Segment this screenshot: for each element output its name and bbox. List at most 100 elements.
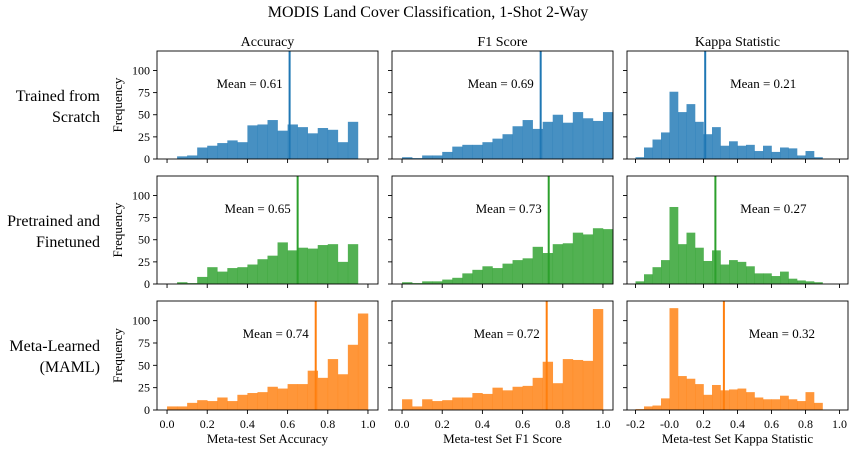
histogram-bar: [422, 399, 433, 410]
histogram-bar: [237, 142, 248, 159]
histogram-bar: [402, 399, 413, 410]
histogram-bar: [197, 147, 208, 159]
histogram-bar: [297, 127, 308, 159]
histogram-bar: [805, 151, 815, 159]
x-tick-label: 0.4: [730, 417, 745, 431]
histogram-bar: [771, 151, 781, 159]
y-tick-label: 25: [138, 255, 150, 269]
histogram-bar: [337, 261, 349, 284]
row-label-line: (MAML): [39, 359, 100, 376]
histogram-bar: [652, 139, 662, 159]
histogram-bar: [746, 144, 755, 159]
histogram-bar: [729, 389, 738, 410]
x-tick-label: 1.0: [360, 417, 375, 431]
histogram-bar: [402, 157, 413, 159]
mean-label: Mean = 0.73: [476, 201, 542, 216]
histogram-bar: [452, 146, 463, 159]
x-tick-label: 0.6: [764, 417, 779, 431]
histogram-bar: [814, 282, 823, 284]
histogram-bar: [572, 232, 584, 284]
histogram-bar: [327, 359, 339, 410]
histogram-bar: [678, 376, 687, 410]
histogram-bar: [703, 260, 713, 284]
histogram-bar: [442, 279, 453, 284]
histogram-bar: [422, 155, 433, 159]
histogram-bar: [522, 258, 533, 284]
histogram-bar: [644, 274, 653, 284]
x-tick-label: 0.8: [320, 417, 335, 431]
y-tick-label: 75: [138, 336, 150, 350]
histogram-bar: [712, 127, 721, 159]
row-label-line: Pretrained and: [7, 213, 100, 230]
histogram-bar: [805, 281, 815, 284]
axes-frame: [156, 300, 379, 411]
histogram-bar: [472, 269, 483, 284]
histogram-bar: [582, 360, 594, 410]
histogram-bar: [771, 399, 781, 410]
y-tick-label: 100: [132, 188, 150, 202]
histogram-bar: [502, 134, 513, 159]
histogram-bar: [347, 344, 359, 410]
histogram-bar: [187, 155, 198, 159]
histogram-bar: [780, 395, 789, 410]
histogram-bar: [462, 273, 473, 284]
mean-label: Mean = 0.69: [468, 76, 534, 91]
histogram-bar: [277, 388, 288, 410]
y-tick-label: 0: [144, 152, 150, 166]
histogram-bar: [217, 397, 228, 410]
x-tick-label: 0.4: [240, 417, 255, 431]
histogram-bar: [754, 273, 764, 284]
histogram-bar: [462, 144, 473, 159]
histogram-bar: [442, 400, 453, 410]
axes-frame: [156, 50, 379, 160]
histogram-bar: [432, 155, 443, 159]
row-label-scratch: Trained from Scratch: [16, 86, 100, 128]
y-tick-label: 50: [138, 358, 150, 372]
y-tick-label: 50: [138, 233, 150, 247]
histogram-bar: [686, 232, 696, 284]
histogram-bar: [167, 406, 178, 410]
histogram-bar: [482, 142, 493, 159]
histogram-bar: [317, 377, 329, 410]
histogram-bar: [297, 247, 308, 284]
histogram-bar: [512, 386, 523, 410]
histogram-bar: [227, 401, 238, 410]
histogram-bar: [635, 281, 645, 284]
mean-label: Mean = 0.32: [749, 326, 815, 341]
y-tick-label: 25: [138, 381, 150, 395]
y-axis-label: Frequency: [110, 328, 125, 383]
histogram-bar: [277, 242, 288, 284]
histogram-bar: [347, 121, 359, 159]
histogram-bar: [797, 401, 806, 410]
histogram-bar: [562, 243, 574, 284]
histogram-bar: [814, 402, 823, 410]
histogram-bar: [227, 268, 238, 284]
histogram-bar: [582, 234, 594, 284]
y-tick-label: 0: [144, 277, 150, 291]
histogram-bar: [695, 384, 704, 410]
histogram-bar: [797, 155, 806, 159]
histogram-bar: [472, 144, 483, 159]
histogram-bar: [472, 393, 483, 410]
column-title: Kappa Statistic: [695, 35, 780, 50]
x-tick-label: 0.2: [200, 417, 215, 431]
column-title: Accuracy: [241, 35, 295, 50]
histogram-bar: [644, 406, 653, 410]
histogram-bar: [357, 313, 369, 410]
x-tick-label: 0.2: [435, 417, 450, 431]
histogram-bar: [492, 268, 503, 284]
histogram-bar: [720, 145, 730, 159]
histogram-bar: [307, 370, 319, 410]
histogram-bar: [512, 260, 523, 284]
x-tick-label: 1.0: [832, 417, 847, 431]
histogram-bar: [287, 124, 298, 159]
y-tick-label: 50: [138, 108, 150, 122]
histogram-bar: [754, 151, 764, 159]
axes-frame: [391, 50, 614, 160]
histogram-bar: [652, 267, 662, 284]
histogram-bar: [187, 402, 198, 410]
histogram-bar: [582, 118, 594, 159]
histogram-bar: [602, 229, 614, 284]
histogram-bar: [780, 271, 789, 284]
histogram-bar: [247, 264, 258, 284]
